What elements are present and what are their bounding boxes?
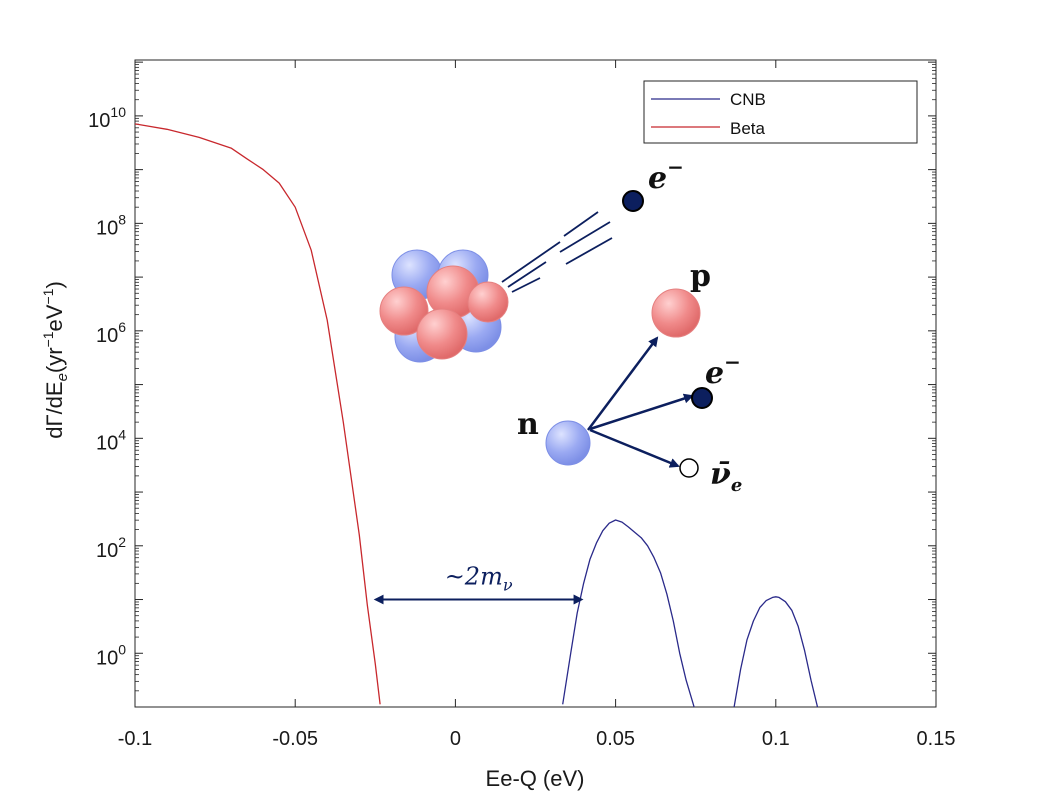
neutrino-arrow [589, 428, 680, 468]
legend-label-beta: Beta [730, 119, 766, 138]
series-line-cnb [562, 519, 695, 707]
emission-streak [563, 211, 599, 237]
y-tick-label: 106 [96, 319, 126, 347]
x-tick-label: -0.1 [118, 728, 152, 750]
legend: CNB Beta [643, 80, 918, 144]
y-tick-label: 100 [96, 641, 126, 669]
series-layer [135, 123, 819, 707]
proton-label: p [690, 259, 711, 294]
y-axis-label: dΓ/dEe(yr−1eV−1) [40, 281, 71, 439]
ticks-layer: -0.1 -0.05 0 0.05 0.1 0.15 100 102 104 106 108 1010 [88, 60, 955, 750]
neutron-label: n [517, 407, 539, 442]
emission-streak [501, 241, 561, 283]
y-tick-label: 108 [96, 211, 126, 239]
electron-arrow [589, 393, 694, 431]
legend-label-cnb: CNB [730, 90, 766, 109]
mass-gap-label: ~2mν [445, 563, 513, 595]
x-tick-label: -0.05 [272, 728, 318, 750]
x-axis-label: Ee-Q (eV) [486, 766, 585, 791]
decay-neutrino [679, 458, 699, 478]
series-line-beta [135, 123, 381, 705]
legend-box [643, 80, 918, 144]
x-tick-label: 0 [450, 728, 461, 750]
nucleus-proton [416, 308, 468, 360]
x-tick-label: 0.1 [762, 728, 790, 750]
proton-arrow [587, 336, 659, 431]
emission-streak [511, 277, 541, 293]
emission-streak [507, 261, 547, 288]
emitted-electron [622, 190, 644, 212]
decay-proton [651, 288, 701, 338]
mass-gap-annotation: ~2mν [373, 563, 584, 605]
emission-streak [565, 237, 613, 265]
nucleus-proton [379, 286, 429, 336]
nucleus-illustration: e− [379, 155, 684, 363]
neutrino-label: ν̄e [710, 457, 742, 496]
emission-streak [559, 221, 611, 253]
plot-area [134, 59, 937, 708]
y-tick-label: 1010 [88, 104, 126, 132]
emitted-electron-label: e− [648, 155, 684, 196]
y-tick-label: 102 [96, 534, 126, 562]
x-tick-label: 0.15 [917, 728, 956, 750]
series-line-cnb-second-peak [733, 596, 819, 707]
neutron-decay-illustration: n p e− ν̄e [517, 259, 742, 496]
decay-neutron [545, 420, 591, 466]
nucleus-proton [467, 281, 509, 323]
decay-electron [691, 387, 713, 409]
decay-electron-label: e− [705, 350, 741, 391]
x-tick-label: 0.05 [596, 728, 635, 750]
y-tick-label: 104 [96, 426, 126, 454]
